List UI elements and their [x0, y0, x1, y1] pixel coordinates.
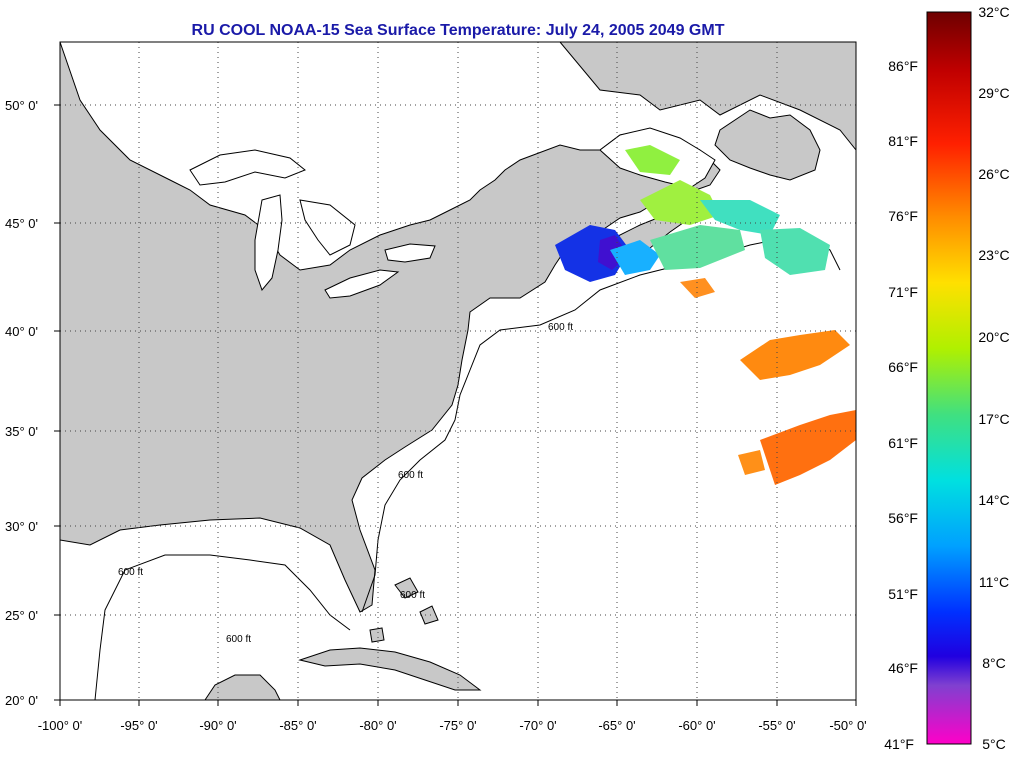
- lake-michigan: [254, 194, 283, 291]
- colorbar-fahrenheit-labels: 86°F 81°F 76°F 71°F 66°F 61°F 56°F 51°F …: [884, 58, 918, 752]
- fahrenheit-label: 51°F: [888, 586, 918, 602]
- longitude-axis: -100° 0' -95° 0' -90° 0' -85° 0' -80° 0'…: [38, 718, 867, 733]
- fahrenheit-label: 76°F: [888, 208, 918, 224]
- contour-label: 600 ft: [118, 567, 143, 578]
- tick-marks: [54, 104, 857, 706]
- lon-label: -95° 0': [120, 718, 157, 733]
- fahrenheit-label: 66°F: [888, 359, 918, 375]
- lon-label: -100° 0': [38, 718, 83, 733]
- sst-data: [555, 145, 856, 485]
- lat-label: 45° 0': [5, 216, 38, 231]
- fahrenheit-label: 81°F: [888, 133, 918, 149]
- land-bahamas: [369, 577, 439, 643]
- land-yucatan: [204, 674, 281, 700]
- map-title: RU COOL NOAA-15 Sea Surface Temperature:…: [191, 22, 725, 39]
- fahrenheit-label: 46°F: [888, 660, 918, 676]
- celsius-label: 32°C: [978, 4, 1009, 20]
- lon-label: -65° 0': [598, 718, 635, 733]
- contour-label: 600 ft: [548, 322, 573, 333]
- land-newfoundland: [714, 109, 821, 181]
- lat-label: 30° 0': [5, 519, 38, 534]
- fahrenheit-label: 56°F: [888, 510, 918, 526]
- celsius-label: 11°C: [979, 574, 1009, 590]
- lake-superior: [189, 149, 306, 186]
- lat-label: 50° 0': [5, 98, 38, 113]
- contour-labels: 600 ft 600 ft 600 ft 600 ft 600 ft: [118, 322, 573, 645]
- celsius-label: 20°C: [978, 329, 1009, 345]
- colorbar: [926, 11, 972, 745]
- lon-label: -85° 0': [279, 718, 316, 733]
- celsius-label: 5°C: [982, 736, 1006, 752]
- celsius-label: 8°C: [982, 655, 1006, 671]
- celsius-label: 26°C: [978, 166, 1009, 182]
- celsius-label: 29°C: [978, 85, 1009, 101]
- land-cuba: [298, 647, 482, 691]
- lat-label: 35° 0': [5, 424, 38, 439]
- lake-huron: [299, 199, 356, 256]
- lon-label: -75° 0': [439, 718, 476, 733]
- lon-label: -55° 0': [758, 718, 795, 733]
- celsius-label: 17°C: [978, 411, 1009, 427]
- lon-label: -50° 0': [829, 718, 866, 733]
- lat-label: 20° 0': [5, 693, 38, 708]
- fahrenheit-label: 61°F: [888, 435, 918, 451]
- lon-label: -60° 0': [678, 718, 715, 733]
- lon-label: -70° 0': [519, 718, 556, 733]
- latitude-axis: 20° 0' 25° 0' 30° 0' 35° 0' 40° 0' 45° 0…: [5, 98, 38, 708]
- celsius-label: 14°C: [978, 492, 1009, 508]
- lake-ontario: [384, 243, 436, 263]
- lat-label: 40° 0': [5, 324, 38, 339]
- lon-label: -90° 0': [199, 718, 236, 733]
- colorbar-celsius-labels: 32°C 29°C 26°C 23°C 20°C 17°C 14°C 11°C …: [978, 4, 1009, 752]
- fahrenheit-label: 41°F: [884, 736, 914, 752]
- fahrenheit-label: 86°F: [888, 58, 918, 74]
- contour-label: 600 ft: [226, 634, 251, 645]
- lon-label: -80° 0': [359, 718, 396, 733]
- contour-label: 600 ft: [400, 590, 425, 601]
- lat-label: 25° 0': [5, 608, 38, 623]
- fahrenheit-label: 71°F: [888, 284, 918, 300]
- lake-erie: [324, 269, 400, 299]
- contour-label: 600 ft: [398, 470, 423, 481]
- celsius-label: 23°C: [978, 247, 1009, 263]
